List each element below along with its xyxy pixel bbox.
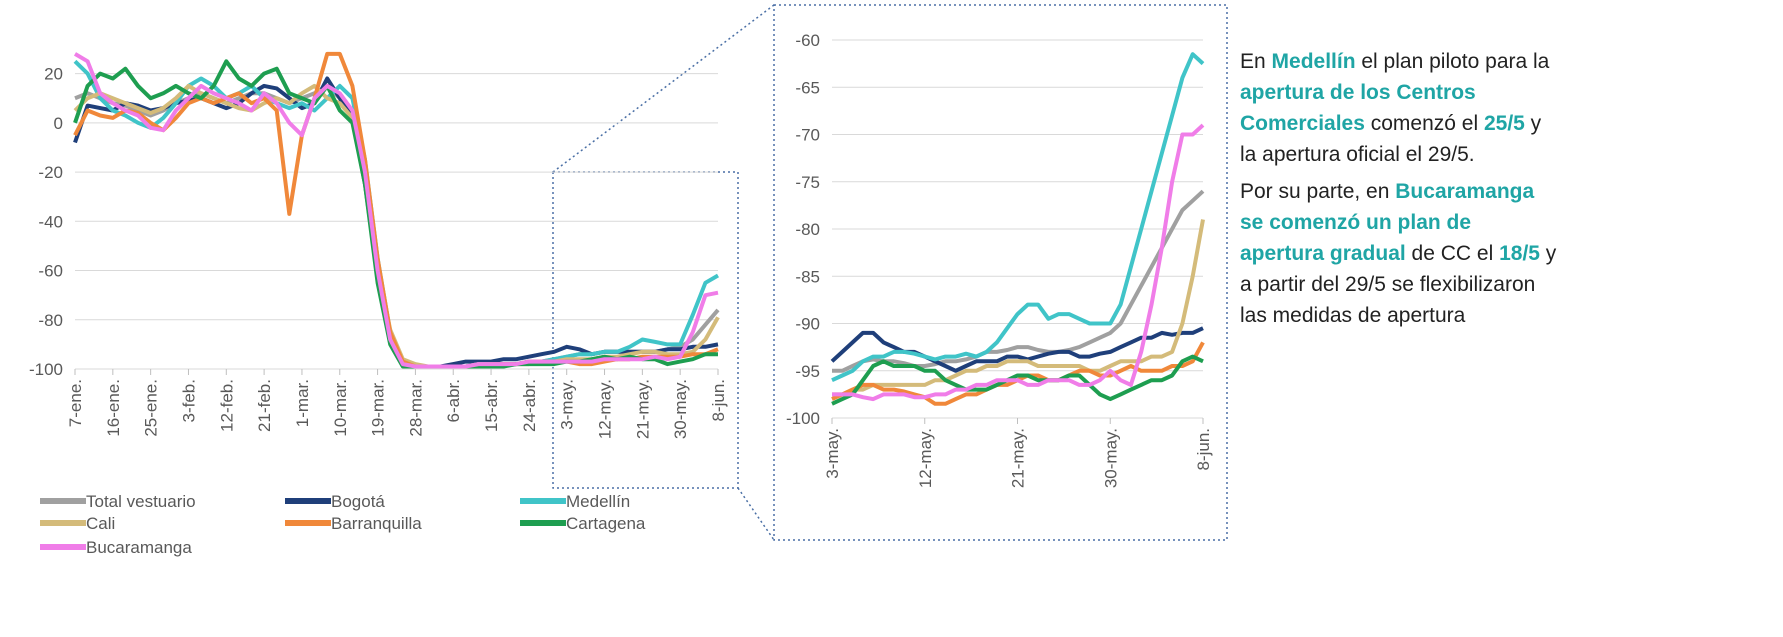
y-tick-label: -40	[38, 212, 63, 231]
text: de CC el	[1405, 242, 1500, 265]
x-tick-label: 16-ene.	[104, 379, 123, 437]
highlight: 25/5	[1483, 112, 1525, 135]
x-tick-label: 7-ene.	[66, 379, 85, 427]
x-tick-label: 12-may.	[596, 379, 615, 439]
series-line	[832, 123, 1205, 402]
x-tick-label: 21-may.	[1009, 428, 1028, 488]
x-tick-label: 24-abr.	[520, 379, 539, 432]
text: el plan piloto para la	[1355, 50, 1550, 73]
highlight: 18/5	[1499, 242, 1540, 265]
y-tick-label: -60	[795, 31, 820, 50]
zoom-connector	[737, 487, 775, 541]
y-tick-label: -100	[786, 409, 820, 428]
series-line	[73, 59, 720, 369]
x-tick-label: 21-feb.	[255, 379, 274, 432]
x-tick-label: 8-jun.	[709, 379, 728, 422]
y-tick-label: -95	[795, 362, 820, 381]
x-tick-label: 10-mar.	[331, 379, 350, 437]
x-tick-label: 21-may.	[633, 379, 652, 439]
series-line	[831, 354, 1204, 406]
highlight: apertura de los Centros Comerciales	[1240, 81, 1476, 135]
highlight: Bucaramanga se comenzó un plan de apertu…	[1240, 180, 1535, 265]
legend-label: Total vestuario	[86, 492, 196, 511]
y-tick-label: -60	[38, 262, 63, 281]
y-tick-label: 0	[54, 114, 63, 133]
x-tick-label: 19-mar.	[369, 379, 388, 437]
text: En	[1240, 50, 1272, 73]
legend-label: Cartagena	[566, 514, 646, 533]
series-line	[830, 326, 1204, 373]
note-paragraph: En Medellín el plan piloto para la apert…	[1240, 46, 1560, 170]
legend-label: Bogotá	[331, 492, 385, 511]
y-tick-label: -20	[38, 163, 63, 182]
legend-label: Medellín	[566, 492, 630, 511]
x-tick-label: 6-abr.	[444, 379, 463, 422]
note: En Medellín el plan piloto para la apert…	[1240, 46, 1560, 337]
legend-label: Barranquilla	[331, 514, 422, 533]
y-tick-label: -65	[795, 78, 820, 97]
y-tick-label: -70	[795, 126, 820, 145]
note-paragraph: Por su parte, en Bucaramanga se comenzó …	[1240, 176, 1560, 331]
x-tick-label: 3-feb.	[179, 379, 198, 422]
x-tick-label: 30-may.	[1101, 428, 1120, 488]
y-tick-label: -80	[38, 311, 63, 330]
x-tick-label: 1-mar.	[293, 379, 312, 427]
series-line	[832, 219, 1205, 397]
zoom-frame	[773, 4, 1228, 541]
x-tick-label: 30-may.	[671, 379, 690, 439]
text: comenzó el	[1364, 112, 1484, 135]
series-line	[73, 52, 719, 369]
x-tick-label: 12-feb.	[217, 379, 236, 432]
text: y la apertura oficial el 29/5.	[1240, 112, 1542, 166]
series-line	[832, 189, 1205, 373]
legend-label: Cali	[86, 514, 115, 533]
x-tick-label: 28-mar.	[406, 379, 425, 437]
x-tick-label: 15-abr.	[482, 379, 501, 432]
x-tick-label: 25-ene.	[142, 379, 161, 437]
series-line	[74, 83, 720, 369]
y-tick-label: 20	[44, 65, 63, 84]
y-tick-label: -75	[795, 173, 820, 192]
x-tick-label: 3-may.	[823, 428, 842, 479]
series-line	[831, 52, 1205, 383]
zoom-connector	[552, 4, 775, 173]
text: y a partir del 29/5 se flexibilizaron la…	[1240, 242, 1557, 327]
text: Por su parte, en	[1240, 180, 1396, 203]
y-tick-label: -80	[795, 220, 820, 239]
y-tick-label: -100	[29, 360, 63, 379]
y-tick-label: -85	[795, 267, 820, 286]
legend-label: Bucaramanga	[86, 538, 192, 557]
highlight: Medellín	[1271, 50, 1356, 73]
x-tick-label: 8-jun.	[1194, 428, 1213, 471]
y-tick-label: -90	[795, 315, 820, 334]
x-tick-label: 12-may.	[916, 428, 935, 488]
x-tick-label: 3-may.	[558, 379, 577, 430]
series-line	[73, 83, 720, 369]
